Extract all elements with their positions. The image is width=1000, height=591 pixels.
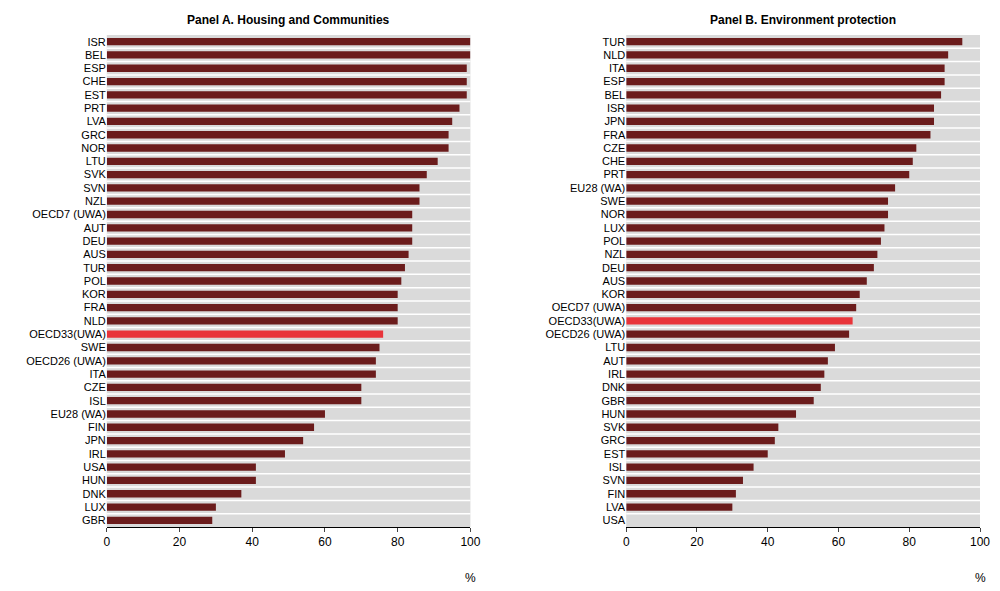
svg-text:OECD26 (UWA): OECD26 (UWA) (546, 328, 626, 340)
svg-text:DNK: DNK (83, 488, 107, 500)
svg-text:100: 100 (970, 535, 990, 549)
svg-text:KOR: KOR (601, 288, 625, 300)
svg-text:20: 20 (690, 535, 704, 549)
svg-text:GRC: GRC (81, 129, 106, 141)
svg-text:ESP: ESP (84, 62, 106, 74)
svg-text:FIN: FIN (607, 488, 625, 500)
svg-text:60: 60 (318, 535, 332, 549)
svg-text:LUX: LUX (604, 222, 626, 234)
svg-text:POL: POL (84, 275, 106, 287)
svg-text:NLD: NLD (603, 49, 625, 61)
svg-text:CHE: CHE (83, 75, 106, 87)
svg-text:80: 80 (391, 535, 405, 549)
svg-text:Panel A. Housing and Communiti: Panel A. Housing and Communities (187, 13, 390, 27)
svg-text:80: 80 (903, 535, 917, 549)
svg-text:0: 0 (103, 535, 110, 549)
svg-text:USA: USA (603, 514, 626, 526)
svg-text:DEU: DEU (602, 262, 625, 274)
svg-text:HUN: HUN (82, 474, 106, 486)
svg-text:NZL: NZL (604, 248, 625, 260)
svg-text:ISL: ISL (609, 461, 626, 473)
svg-text:DNK: DNK (602, 381, 626, 393)
svg-text:CHE: CHE (602, 155, 625, 167)
svg-text:EST: EST (604, 448, 626, 460)
svg-text:TUR: TUR (603, 36, 626, 48)
svg-text:Panel B. Environment protectio: Panel B. Environment protection (710, 13, 896, 27)
svg-text:ITA: ITA (90, 368, 107, 380)
svg-text:AUS: AUS (83, 248, 106, 260)
svg-text:ISR: ISR (607, 102, 625, 114)
svg-text:0: 0 (623, 535, 630, 549)
svg-text:100: 100 (460, 535, 480, 549)
svg-text:FIN: FIN (88, 421, 106, 433)
svg-text:CZE: CZE (603, 142, 625, 154)
svg-text:TUR: TUR (83, 262, 106, 274)
svg-text:IRL: IRL (608, 368, 625, 380)
svg-text:NOR: NOR (601, 208, 626, 220)
svg-text:NLD: NLD (84, 315, 106, 327)
svg-text:ITA: ITA (609, 62, 626, 74)
svg-text:IRL: IRL (89, 448, 106, 460)
svg-text:ISL: ISL (89, 395, 106, 407)
svg-text:CZE: CZE (84, 381, 106, 393)
svg-text:SWE: SWE (81, 341, 106, 353)
svg-text:KOR: KOR (82, 288, 106, 300)
svg-text:GRC: GRC (601, 434, 626, 446)
svg-text:EU28 (WA): EU28 (WA) (570, 182, 625, 194)
svg-text:GBR: GBR (82, 514, 106, 526)
svg-text:NZL: NZL (85, 195, 106, 207)
svg-text:PRT: PRT (603, 168, 625, 180)
svg-text:AUT: AUT (603, 355, 625, 367)
svg-text:BEL: BEL (604, 89, 625, 101)
svg-text:40: 40 (246, 535, 260, 549)
svg-text:LUX: LUX (84, 501, 106, 513)
svg-text:60: 60 (832, 535, 846, 549)
svg-text:JPN: JPN (85, 434, 106, 446)
svg-text:EST: EST (84, 89, 106, 101)
svg-text:SVK: SVK (84, 168, 107, 180)
svg-text:NOR: NOR (81, 142, 106, 154)
svg-text:GBR: GBR (601, 395, 625, 407)
svg-text:OECD33(UWA): OECD33(UWA) (29, 328, 106, 340)
svg-text:PRT: PRT (84, 102, 106, 114)
svg-text:ISR: ISR (87, 36, 105, 48)
svg-text:LVA: LVA (606, 501, 626, 513)
svg-text:FRA: FRA (603, 129, 626, 141)
svg-text:AUT: AUT (84, 222, 106, 234)
svg-text:OECD7 (UWA): OECD7 (UWA) (32, 208, 106, 220)
svg-text:SVK: SVK (603, 421, 626, 433)
svg-text:AUS: AUS (603, 275, 626, 287)
svg-text:40: 40 (761, 535, 775, 549)
svg-text:LTU: LTU (86, 155, 106, 167)
svg-text:LVA: LVA (87, 115, 107, 127)
svg-text:LTU: LTU (605, 341, 625, 353)
svg-text:OECD7 (UWA): OECD7 (UWA) (552, 301, 626, 313)
svg-text:USA: USA (83, 461, 106, 473)
svg-text:SWE: SWE (600, 195, 625, 207)
svg-text:DEU: DEU (83, 235, 106, 247)
svg-text:FRA: FRA (84, 301, 107, 313)
svg-text:EU28 (WA): EU28 (WA) (51, 408, 106, 420)
svg-text:SVN: SVN (603, 474, 626, 486)
svg-text:SVN: SVN (83, 182, 106, 194)
svg-text:OECD33(UWA): OECD33(UWA) (549, 315, 626, 327)
svg-text:JPN: JPN (604, 115, 625, 127)
svg-text:%: % (975, 571, 986, 585)
svg-text:BEL: BEL (85, 49, 106, 61)
svg-text:ESP: ESP (603, 75, 625, 87)
svg-text:%: % (465, 571, 476, 585)
svg-text:HUN: HUN (601, 408, 625, 420)
svg-text:OECD26 (UWA): OECD26 (UWA) (26, 355, 106, 367)
svg-text:POL: POL (603, 235, 625, 247)
svg-text:20: 20 (173, 535, 187, 549)
